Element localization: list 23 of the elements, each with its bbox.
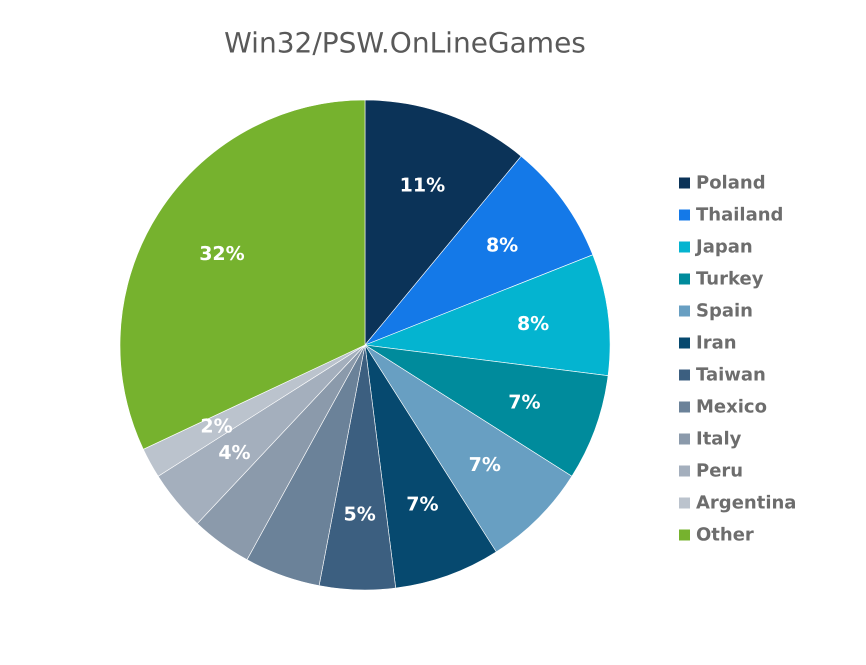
data-label: 11% — [400, 174, 446, 197]
legend-label: Japan — [694, 236, 753, 258]
legend-label: Spain — [696, 300, 753, 322]
legend-label: Thailand — [696, 204, 784, 226]
data-label: 2% — [200, 416, 233, 438]
legend-label: Turkey — [696, 268, 764, 290]
data-label: 8% — [516, 312, 550, 335]
data-label: 32% — [199, 243, 245, 266]
legend-label: Mexico — [696, 396, 767, 418]
legend-label: Argentina — [696, 492, 796, 514]
legend-label: Peru — [696, 460, 744, 482]
legend-label: Taiwan — [696, 364, 766, 386]
data-label: 7% — [468, 454, 501, 476]
data-label: 7% — [508, 391, 541, 414]
data-label: 4% — [218, 442, 251, 464]
legend-label: Other — [696, 524, 754, 546]
data-label: 7% — [406, 493, 439, 516]
data-label: 5% — [344, 503, 376, 526]
data-label: 8% — [486, 234, 518, 256]
legend-label: Poland — [696, 172, 766, 194]
legend-label: Iran — [696, 332, 737, 354]
chart-title: Win32/PSW.OnLineGames — [224, 26, 586, 60]
legend-label: Italy — [696, 428, 742, 450]
